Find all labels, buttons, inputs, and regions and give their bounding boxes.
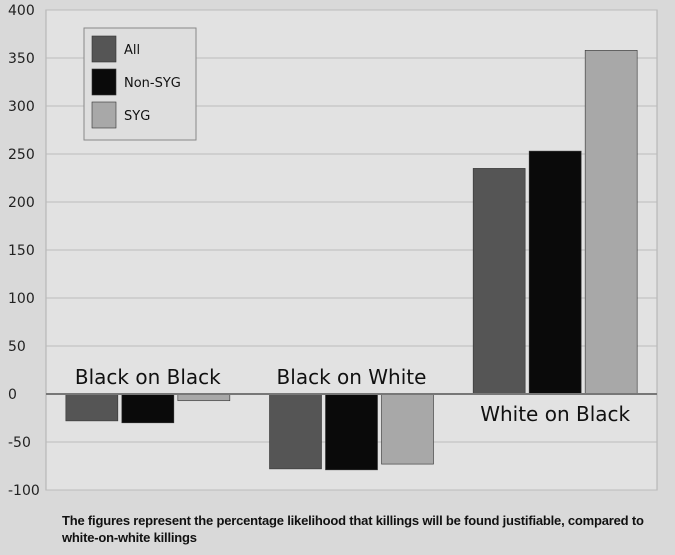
legend-swatch	[91, 35, 117, 63]
y-tick-label: 300	[8, 99, 35, 115]
y-tick-label: 250	[8, 147, 35, 163]
legend: All Non-SYG SYG	[83, 27, 197, 141]
legend-label: All	[124, 43, 140, 58]
category-label: Black on Black	[75, 365, 221, 389]
bar-syg-2	[381, 393, 434, 465]
y-tick-label: -50	[8, 435, 31, 451]
y-tick-label: 200	[8, 195, 35, 211]
bar-syg-3	[584, 50, 638, 395]
bar-syg-1	[177, 393, 231, 402]
y-tick-label: 0	[8, 387, 17, 403]
bar-all-3	[472, 168, 526, 395]
bar-all-1	[65, 393, 119, 422]
bar-non-syg-1	[121, 393, 175, 424]
bars	[65, 50, 638, 471]
category-label: White on Black	[480, 402, 630, 426]
bar-non-syg-3	[528, 150, 582, 395]
legend-swatch	[91, 68, 117, 96]
chart-caption: The figures represent the percentage lik…	[62, 513, 644, 545]
y-tick-label: 50	[8, 339, 26, 355]
bar-non-syg-2	[325, 393, 378, 471]
y-tick-label: 400	[8, 3, 35, 19]
bar-all-2	[269, 393, 322, 470]
legend-label: Non-SYG	[124, 76, 181, 91]
y-tick-label: 100	[8, 291, 35, 307]
category-labels: Black on Black Black on White White on Bla…	[75, 365, 631, 426]
category-label: Black on White	[277, 365, 427, 389]
legend-swatch	[91, 101, 117, 129]
y-axis-ticks: -100 -50 0 50 100 150 200 250 300 350 400	[8, 3, 40, 499]
y-tick-label: 350	[8, 51, 35, 67]
y-tick-label: 150	[8, 243, 35, 259]
y-tick-label: -100	[8, 483, 40, 499]
legend-label: SYG	[124, 109, 150, 124]
